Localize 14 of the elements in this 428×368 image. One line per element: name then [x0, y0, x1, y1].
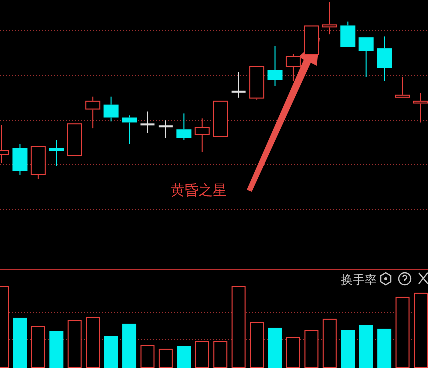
candlestick [286, 54, 301, 82]
candlestick [194, 118, 210, 153]
candlestick [86, 96, 101, 130]
candlestick [176, 113, 192, 141]
candlestick [122, 115, 138, 145]
candlestick [414, 92, 428, 124]
candlestick [268, 46, 283, 87]
text: 黄昏之星 [171, 183, 227, 199]
candlestick [12, 144, 28, 176]
candlestick [377, 36, 392, 82]
chart-title: 换手率 [341, 273, 377, 287]
candlestick [140, 111, 155, 134]
candlestick [322, 2, 338, 36]
candlestick [49, 140, 64, 167]
